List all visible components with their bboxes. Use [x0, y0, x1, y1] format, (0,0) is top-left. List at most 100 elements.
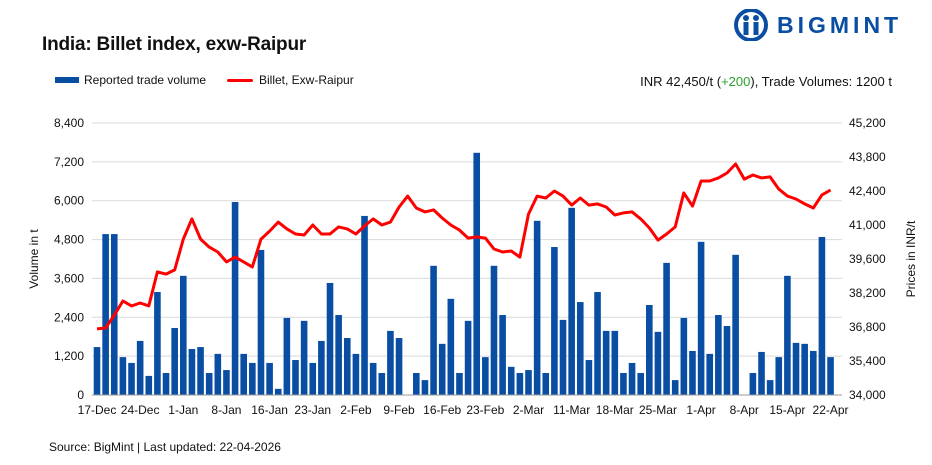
y-tick-label-left: 2,400	[54, 310, 84, 324]
volume-bar	[818, 236, 826, 395]
legend-label-volume: Reported trade volume	[84, 73, 207, 87]
x-tick-label: 25-Mar	[639, 403, 677, 417]
volume-bar	[335, 315, 342, 395]
volume-bar	[343, 338, 351, 395]
x-tick-label: 2-Mar	[513, 403, 544, 417]
legend-label-price: Billet, Exw-Raipur	[259, 73, 354, 87]
volume-bar	[809, 350, 817, 395]
volume-bar	[171, 327, 178, 395]
price-change: +200	[721, 74, 751, 89]
volume-bar	[680, 317, 688, 395]
volume-bar	[499, 315, 506, 395]
volume-bar	[516, 372, 524, 395]
volume-bar	[792, 342, 800, 395]
volume-bar	[292, 360, 299, 395]
volume-bar	[801, 343, 808, 395]
y-tick-label-left: 0	[77, 388, 84, 402]
volume-bar	[93, 347, 101, 395]
x-tick-label: 23-Jan	[294, 403, 331, 417]
volume-bar	[525, 370, 532, 395]
source-note: Source: BigMint | Last updated: 22-04-20…	[49, 440, 281, 454]
volume-bar	[507, 366, 515, 395]
legend-item-price: Billet, Exw-Raipur	[227, 73, 354, 87]
x-tick-label: 18-Mar	[596, 403, 634, 417]
volume-bar	[827, 357, 834, 395]
volume-bar	[732, 254, 739, 395]
stats-suffix: ), Trade Volumes: 1200 t	[750, 74, 892, 89]
x-tick-label: 2-Feb	[340, 403, 372, 417]
y-tick-label-right: 36,800	[849, 320, 886, 334]
y-tick-label-right: 35,400	[849, 354, 886, 368]
volume-bar	[749, 372, 757, 395]
volume-bar	[318, 340, 325, 395]
volume-bar	[257, 249, 265, 395]
volume-bar	[421, 380, 429, 395]
x-tick-label: 8-Apr	[730, 403, 759, 417]
volume-bar	[145, 375, 153, 395]
price-summary: INR 42,450/t (+200), Trade Volumes: 1200…	[640, 74, 892, 89]
x-tick-label: 15-Apr	[769, 403, 805, 417]
volume-bar	[559, 319, 567, 395]
x-tick-label: 1-Jan	[168, 403, 198, 417]
volume-bar	[430, 265, 437, 395]
price-line	[96, 162, 832, 331]
x-tick-label: 8-Jan	[211, 403, 241, 417]
volume-bar	[715, 315, 722, 395]
volume-bar	[758, 351, 765, 395]
volume-bar	[326, 282, 334, 395]
volume-bar	[689, 350, 696, 395]
volume-bar	[283, 317, 291, 395]
y-tick-label-left: 3,600	[54, 271, 84, 285]
volume-bar	[249, 362, 256, 395]
volume-bar	[136, 340, 144, 395]
volume-bar	[542, 372, 550, 395]
volume-bar	[300, 320, 308, 395]
y-axis-title-left: Volume in t	[27, 229, 41, 289]
x-tick-label: 17-Dec	[78, 403, 117, 417]
volume-bar	[180, 275, 187, 395]
volume-bar	[162, 372, 170, 395]
logo-text: BIGMINT	[777, 11, 903, 38]
volume-bar	[309, 362, 317, 395]
legend-line-swatch	[227, 78, 253, 82]
stats-prefix: INR 42,450/t (	[640, 74, 722, 89]
y-tick-label-right: 42,400	[849, 184, 886, 198]
volume-bar	[464, 320, 472, 395]
y-tick-label-left: 4,800	[54, 233, 84, 247]
volume-bar	[551, 247, 558, 395]
volume-bar	[766, 380, 774, 395]
volume-bar	[490, 265, 498, 395]
volume-bar	[197, 347, 204, 395]
y-tick-label-left: 7,200	[54, 155, 84, 169]
x-tick-label: 24-Dec	[121, 403, 160, 417]
x-tick-label: 9-Feb	[383, 403, 415, 417]
volume-bar	[128, 362, 135, 395]
volume-bar	[102, 234, 109, 395]
bigmint-logo: BIGMINT	[733, 9, 902, 41]
volume-bar	[611, 330, 619, 395]
bigmint-logo-icon	[734, 9, 768, 41]
x-tick-label: 11-Mar	[553, 403, 590, 417]
legend-item-volume: Reported trade volume	[55, 73, 206, 87]
volume-bar	[266, 362, 273, 395]
volume-bar	[671, 380, 679, 395]
volume-bar	[188, 349, 196, 395]
volume-bar	[654, 331, 662, 395]
volume-bar	[223, 370, 230, 395]
volume-bar	[395, 338, 403, 395]
volume-bar	[620, 372, 627, 395]
volume-bar	[413, 372, 420, 395]
volume-bar	[369, 362, 377, 395]
legend-bar-swatch	[55, 77, 79, 83]
volume-bar	[628, 362, 636, 395]
volume-bar	[154, 292, 161, 395]
volume-bar	[568, 207, 575, 395]
volume-bar	[646, 304, 653, 395]
volume-bar	[361, 215, 368, 395]
volume-bar	[663, 262, 670, 395]
volume-bar	[119, 357, 127, 395]
volume-bar	[473, 152, 481, 395]
volume-bar	[594, 292, 601, 395]
volume-bar	[378, 372, 386, 395]
volume-bar	[775, 357, 783, 395]
